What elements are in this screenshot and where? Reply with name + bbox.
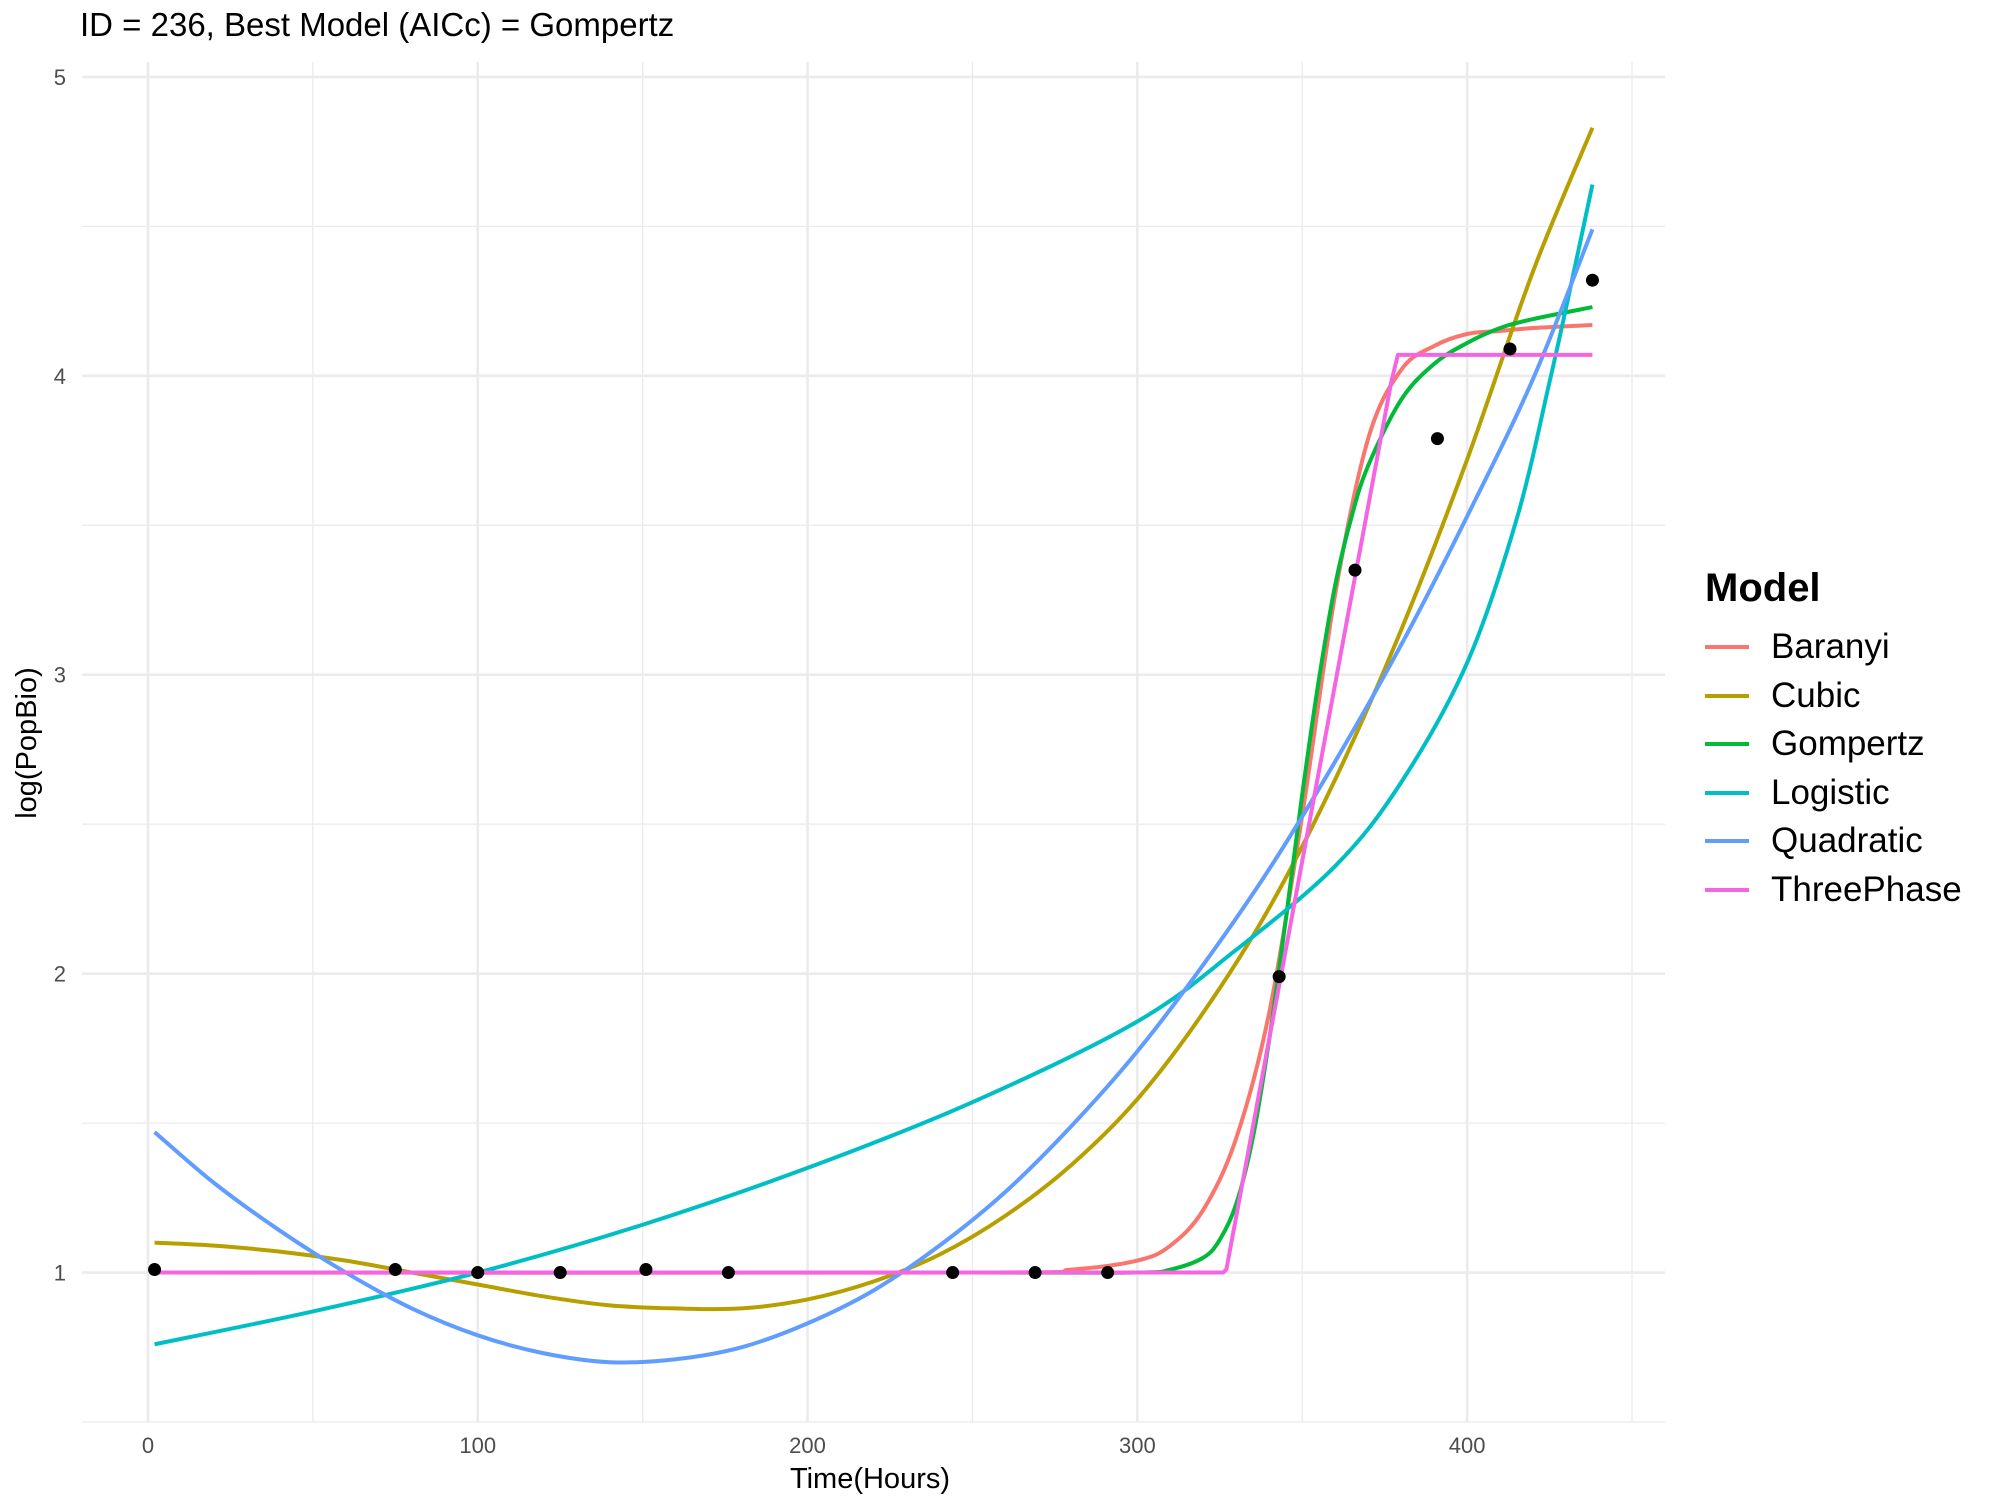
legend-item-baranyi: Baranyi: [1705, 623, 1962, 672]
legend-key-swatch: [1705, 742, 1749, 747]
x-tick-label: 200: [789, 1433, 826, 1458]
data-point: [471, 1266, 485, 1280]
data-point: [148, 1263, 162, 1277]
y-tick-label: 5: [54, 65, 66, 90]
x-tick-label: 0: [142, 1433, 154, 1458]
data-point: [639, 1263, 653, 1277]
data-point: [1348, 563, 1362, 577]
y-tick-label: 1: [54, 1261, 66, 1286]
y-tick-label: 4: [54, 364, 66, 389]
legend-key-swatch: [1705, 790, 1749, 795]
data-point: [1503, 342, 1517, 356]
series-line-cubic: [154, 126, 1595, 1312]
legend-label: Logistic: [1771, 772, 1890, 812]
legend-label: Gompertz: [1771, 724, 1925, 764]
y-tick-label: 2: [54, 962, 66, 987]
legend-label: Cubic: [1771, 675, 1861, 715]
series-line-threephase: [154, 352, 1593, 1275]
data-point: [553, 1266, 567, 1280]
data-point: [721, 1266, 735, 1280]
x-tick-label: 100: [459, 1433, 496, 1458]
legend-label: Baranyi: [1771, 627, 1890, 667]
legend-key-swatch: [1705, 887, 1749, 892]
x-axis-title: Time(Hours): [790, 1463, 950, 1495]
legend-key-swatch: [1705, 839, 1749, 844]
chart-title: ID = 236, Best Model (AICc) = Gompertz: [80, 6, 675, 43]
data-point: [1272, 970, 1286, 984]
x-tick-label: 300: [1119, 1433, 1156, 1458]
legend-label: ThreePhase: [1771, 869, 1962, 909]
legend-key-swatch: [1705, 693, 1749, 698]
legend-label: Quadratic: [1771, 821, 1923, 861]
legend-item-cubic: Cubic: [1705, 672, 1962, 721]
data-point: [1430, 432, 1444, 446]
legend-item-quadratic: Quadratic: [1705, 817, 1962, 866]
series-line-logistic: [154, 184, 1595, 1347]
data-point: [1028, 1266, 1042, 1280]
x-tick-label: 400: [1449, 1433, 1486, 1458]
grid-lines: [82, 62, 1665, 1423]
y-axis-title: log(PopBio): [11, 667, 43, 819]
data-point: [1101, 1266, 1115, 1280]
y-tick-label: 3: [54, 663, 66, 688]
legend-items: Baranyi Cubic Gompertz Logistic Quadratic Thr…: [1705, 623, 1962, 914]
legend-title: Model: [1705, 566, 1821, 610]
data-point: [946, 1266, 960, 1280]
legend-item-gompertz: Gompertz: [1705, 720, 1962, 769]
legend-item-threephase: ThreePhase: [1705, 866, 1962, 915]
legend: Model Baranyi Cubic Gompertz Logistic Quadra…: [1705, 566, 1962, 914]
legend-item-logistic: Logistic: [1705, 769, 1962, 818]
series-lines: [153, 126, 1595, 1365]
data-point: [1585, 273, 1599, 287]
series-line-quadratic: [153, 228, 1595, 1365]
tick-labels: 0 100 200 300 400 1 2 3 4 5: [54, 65, 1486, 1458]
data-point: [388, 1263, 402, 1277]
observation-points: [148, 273, 1599, 1280]
legend-key-swatch: [1705, 645, 1749, 650]
